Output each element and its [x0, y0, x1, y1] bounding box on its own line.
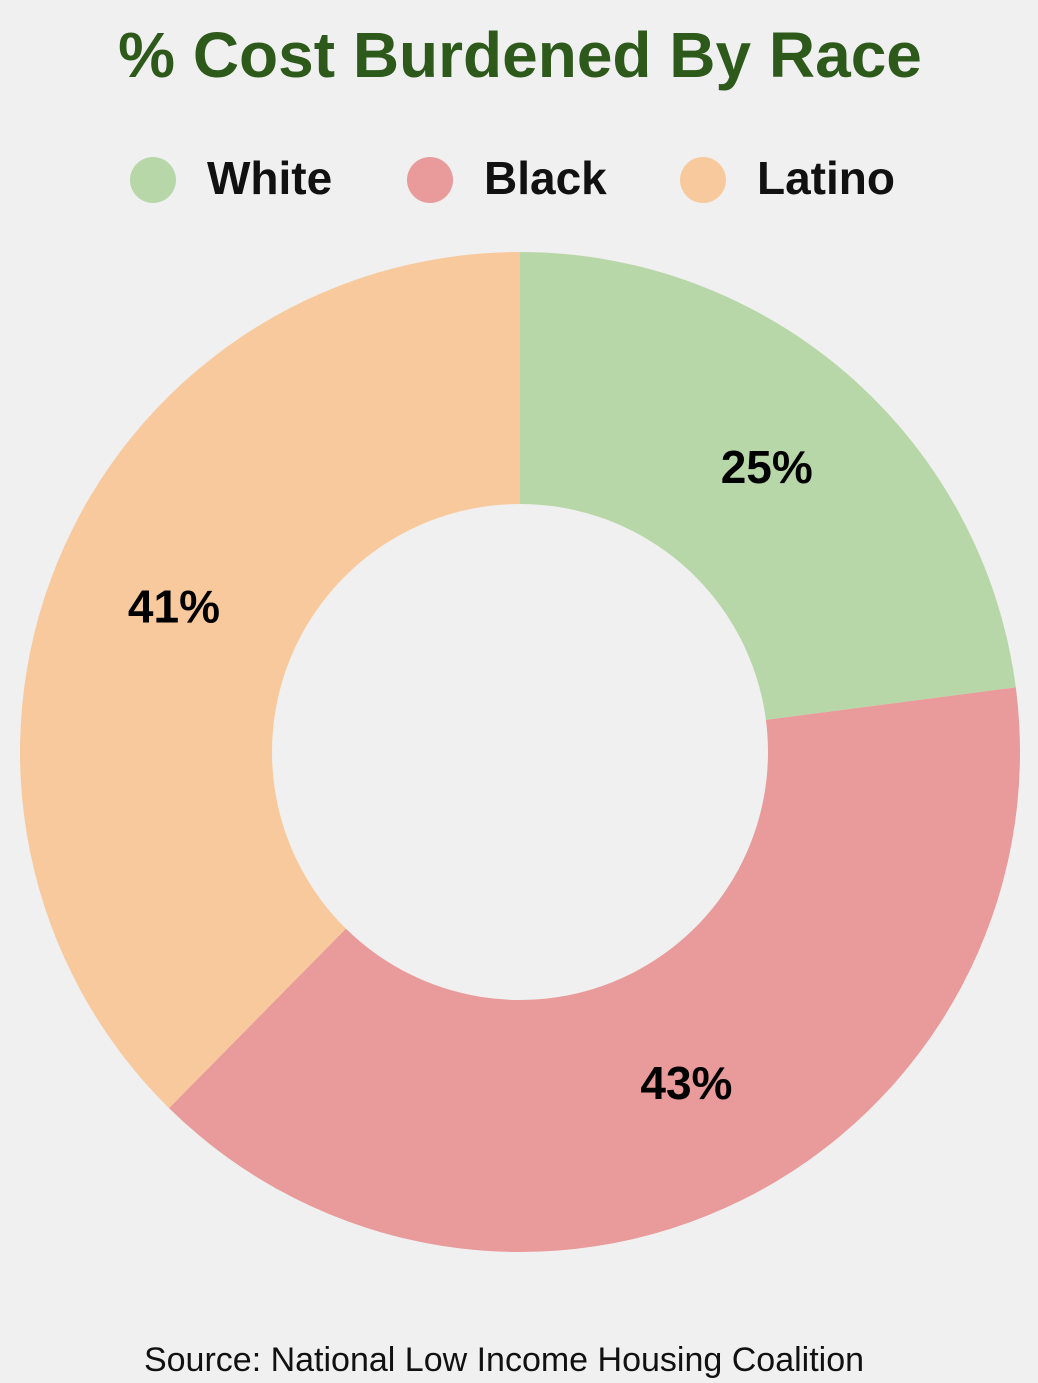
- data-label: 25%: [721, 441, 813, 493]
- donut-slice: [169, 687, 1020, 1252]
- legend-swatch: [130, 157, 176, 203]
- donut-slice: [520, 252, 1016, 720]
- donut-slice: [20, 252, 520, 1109]
- data-label: 43%: [640, 1057, 732, 1109]
- legend-label: Latino: [757, 152, 895, 204]
- chart-title: % Cost Burdened By Race: [118, 19, 922, 91]
- source-note: Source: National Low Income Housing Coal…: [144, 1341, 864, 1379]
- legend-swatch: [680, 157, 726, 203]
- legend-label: Black: [484, 152, 607, 204]
- legend-swatch: [407, 157, 453, 203]
- data-label: 41%: [128, 580, 220, 632]
- legend-label: White: [207, 152, 332, 204]
